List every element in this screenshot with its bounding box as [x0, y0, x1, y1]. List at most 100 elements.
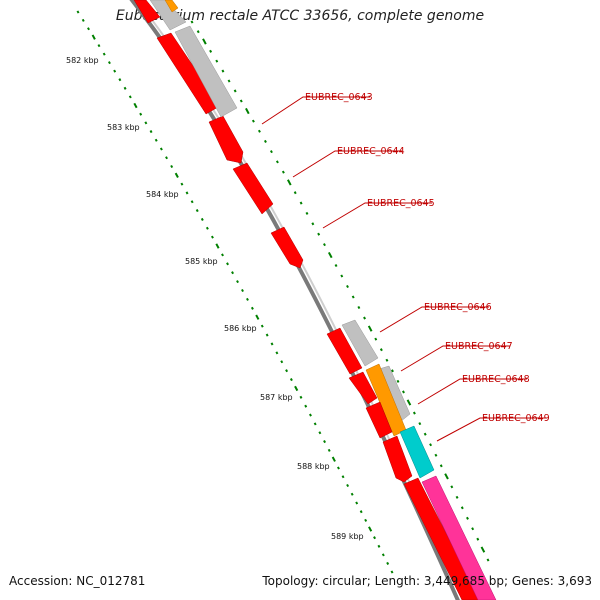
- minor-tick: [396, 379, 400, 383]
- minor-tick: [190, 20, 194, 24]
- minor-tick: [309, 413, 312, 417]
- minor-tick: [377, 544, 381, 548]
- cds-features: [133, 0, 497, 600]
- minor-tick: [327, 448, 331, 452]
- topology-summary: Topology: circular; Length: 3,449,685 bp…: [262, 574, 592, 588]
- cds-feature[interactable]: [365, 401, 393, 439]
- minor-tick: [200, 217, 204, 221]
- gene-label[interactable]: EUBREC_0644: [337, 146, 405, 157]
- minor-tick: [455, 495, 459, 499]
- minor-tick: [102, 52, 106, 56]
- minor-tick: [149, 130, 153, 134]
- minor-tick: [263, 139, 267, 143]
- minor-tick: [323, 440, 326, 444]
- gene-label[interactable]: EUBREC_0647: [445, 341, 513, 352]
- major-tick: [91, 34, 96, 40]
- minor-tick: [357, 305, 361, 310]
- minor-tick: [221, 69, 225, 73]
- backbone-ring: [129, 0, 464, 600]
- tick-label: 582 kbp: [66, 56, 99, 65]
- major-tick: [367, 325, 373, 332]
- minor-tick: [275, 351, 279, 355]
- cds-feature[interactable]: [232, 162, 274, 215]
- minor-tick: [402, 390, 405, 394]
- minor-tick: [250, 306, 254, 310]
- minor-tick: [76, 10, 80, 14]
- minor-tick: [466, 516, 469, 520]
- accession-label: Accession: NC_012781: [9, 574, 146, 588]
- cyan-feature[interactable]: [399, 425, 435, 479]
- cds-feature[interactable]: [403, 477, 481, 600]
- tick-label: 585 kbp: [185, 257, 218, 266]
- minor-tick: [190, 200, 194, 204]
- minor-tick: [412, 411, 416, 415]
- major-tick: [406, 399, 412, 406]
- gene-label[interactable]: EUBREC_0643: [305, 92, 373, 103]
- minor-tick: [275, 160, 279, 164]
- minor-tick: [299, 395, 303, 399]
- minor-tick: [379, 348, 383, 352]
- minor-tick: [185, 191, 189, 195]
- minor-tick: [285, 369, 289, 373]
- cds-feature[interactable]: [208, 115, 244, 164]
- minor-tick: [195, 209, 199, 213]
- minor-tick: [359, 510, 363, 514]
- minor-tick: [269, 150, 273, 154]
- tick-ring-outer: [190, 20, 490, 562]
- minor-tick: [144, 121, 148, 125]
- orange-feature[interactable]: [164, 0, 179, 13]
- gene-label[interactable]: EUBREC_0645: [367, 198, 435, 209]
- minor-tick: [107, 61, 111, 65]
- tick-label: 586 kbp: [224, 324, 257, 333]
- minor-tick: [418, 422, 422, 426]
- minor-tick: [221, 253, 224, 257]
- gene-label[interactable]: EUBREC_0648: [462, 374, 530, 385]
- minor-tick: [257, 129, 261, 133]
- minor-tick: [270, 342, 274, 346]
- minor-tick: [390, 570, 394, 574]
- cds-feature[interactable]: [133, 0, 161, 24]
- major-tick: [327, 251, 333, 259]
- gene-label[interactable]: EUBREC_0649: [482, 413, 550, 424]
- tick-label: 584 kbp: [146, 190, 179, 199]
- minor-tick: [265, 333, 269, 337]
- minor-tick: [233, 89, 237, 93]
- cds-feature[interactable]: [326, 327, 363, 375]
- minor-tick: [323, 243, 326, 247]
- minor-tick: [123, 86, 127, 90]
- minor-tick: [476, 537, 480, 541]
- minor-tick: [423, 432, 427, 436]
- major-tick: [215, 243, 220, 249]
- minor-tick: [363, 316, 366, 320]
- minor-tick: [313, 422, 317, 426]
- major-tick: [287, 179, 292, 186]
- pink-feature[interactable]: [421, 475, 497, 600]
- minor-tick: [381, 553, 385, 557]
- minor-tick: [226, 262, 229, 266]
- minor-tick: [260, 324, 264, 328]
- gene-label[interactable]: EUBREC_0646: [424, 302, 492, 313]
- cds-feature[interactable]: [348, 371, 378, 405]
- minor-tick: [227, 79, 231, 83]
- tick-label: 587 kbp: [260, 393, 293, 402]
- minor-tick: [391, 369, 394, 373]
- minor-tick: [180, 182, 184, 186]
- minor-tick: [81, 18, 85, 22]
- grey-feature[interactable]: [149, 0, 187, 31]
- grey-feature[interactable]: [174, 25, 238, 118]
- minor-tick: [386, 561, 390, 565]
- minor-tick: [239, 99, 243, 103]
- minor-tick: [118, 78, 122, 82]
- minor-tick: [471, 527, 475, 531]
- minor-tick: [251, 119, 255, 123]
- grey-feature[interactable]: [341, 319, 379, 367]
- minor-tick: [205, 226, 209, 230]
- cds-feature[interactable]: [270, 226, 304, 269]
- minor-tick: [165, 156, 168, 160]
- minor-tick: [373, 536, 376, 540]
- major-tick: [444, 473, 449, 480]
- cds-feature[interactable]: [382, 435, 413, 483]
- minor-tick: [196, 30, 200, 34]
- tick-label: 588 kbp: [297, 462, 330, 471]
